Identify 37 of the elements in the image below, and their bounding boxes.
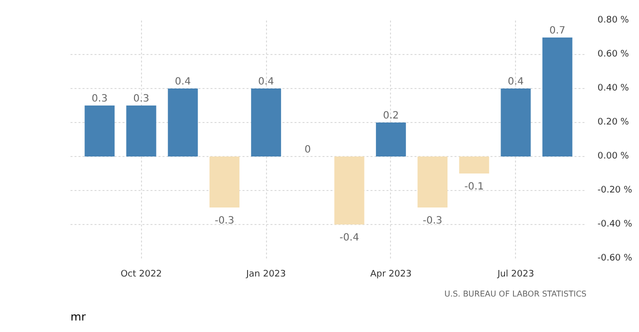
y-tick-label: 0.00 % <box>598 152 630 162</box>
x-tick-label: Jan 2023 <box>245 270 286 280</box>
bar <box>500 88 531 156</box>
y-tick-label: 0.60 % <box>598 50 630 60</box>
bar <box>542 38 572 156</box>
y-tick-label: 0.20 % <box>598 118 630 128</box>
data-label: -0.3 <box>422 216 442 226</box>
bar <box>376 122 406 156</box>
y-tick-label: 0.40 % <box>598 84 630 94</box>
data-label: -0.1 <box>464 182 484 192</box>
bar <box>84 106 115 156</box>
bar <box>126 106 156 156</box>
text: mr <box>70 310 86 324</box>
data-label: 0.2 <box>382 110 399 122</box>
x-tick-label: Jul 2023 <box>496 270 534 280</box>
bar <box>418 156 448 208</box>
data-label: 0.3 <box>133 94 150 104</box>
x-tick-label: Apr 2023 <box>370 270 412 280</box>
bar <box>459 156 490 174</box>
data-label: 0.4 <box>508 76 524 88</box>
data-label: 0.4 <box>174 76 191 88</box>
data-label: 0.4 <box>258 76 274 88</box>
bar <box>168 88 198 156</box>
x-tick-label: Oct 2022 <box>120 270 162 280</box>
y-tick-label: 0.80 % <box>598 16 630 26</box>
data-label: -0.4 <box>340 232 360 244</box>
data-label: 0 <box>304 144 311 156</box>
text: U.S. BUREAU OF LABOR STATISTICS <box>444 290 587 298</box>
bar <box>334 156 364 224</box>
bar <box>209 156 240 208</box>
y-tick-label: -0.40 % <box>598 220 633 230</box>
data-label: 0.7 <box>549 26 566 36</box>
y-tick-label: -0.60 % <box>598 254 633 264</box>
data-label: -0.3 <box>214 216 234 226</box>
data-label: 0.3 <box>92 94 108 104</box>
y-tick-label: -0.20 % <box>598 186 633 196</box>
bar <box>251 88 282 156</box>
